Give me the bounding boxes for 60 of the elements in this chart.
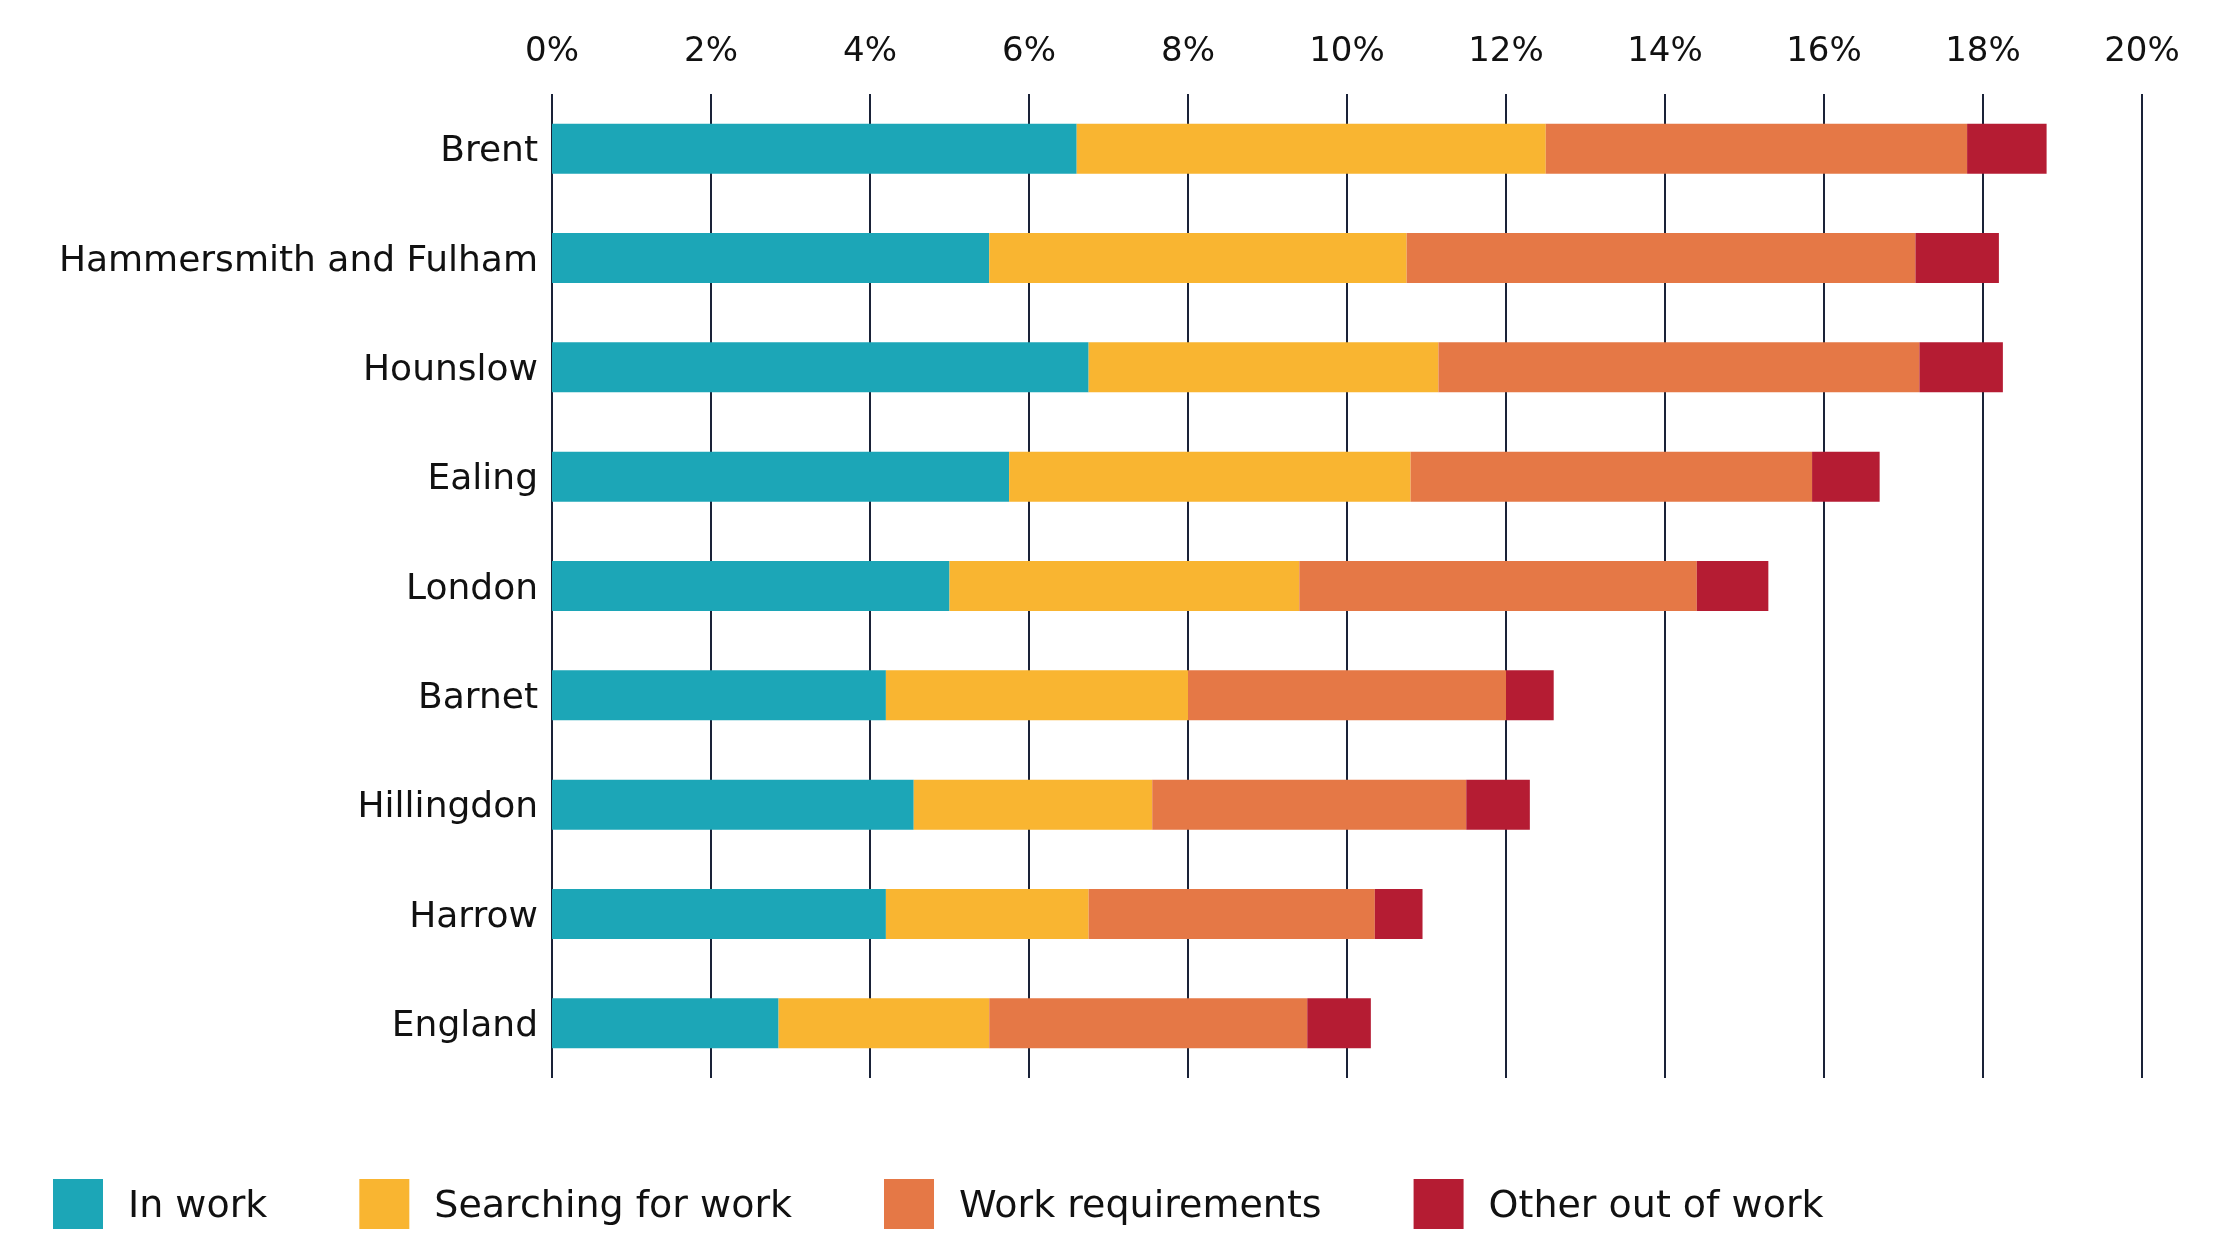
bar xyxy=(1812,451,1880,502)
bar xyxy=(1152,779,1467,830)
bar xyxy=(1299,561,1697,611)
y-tick-label: Ealing xyxy=(427,456,538,498)
y-tick-label: England xyxy=(391,1002,538,1044)
x-tick-label: 16% xyxy=(1786,29,1862,69)
x-tick-label: 6% xyxy=(1002,29,1056,69)
bar xyxy=(1307,998,1371,1049)
bar xyxy=(1466,779,1530,830)
x-tick-label: 10% xyxy=(1309,29,1385,69)
y-tick-label: Hillingdon xyxy=(357,784,538,826)
bar xyxy=(989,998,1308,1049)
bar xyxy=(552,998,779,1049)
bar xyxy=(989,233,1407,283)
bar xyxy=(778,998,990,1049)
bar xyxy=(552,670,886,721)
bar xyxy=(1506,670,1554,721)
bar xyxy=(1188,670,1506,721)
bar xyxy=(1410,451,1813,502)
bar xyxy=(552,123,1077,174)
y-tick-label: Hounslow xyxy=(363,346,538,388)
bar xyxy=(949,561,1300,611)
legend-label: Work requirements xyxy=(959,1182,1322,1226)
legend-label: In work xyxy=(128,1182,268,1226)
x-tick-label: 4% xyxy=(843,29,897,69)
x-tick-label: 18% xyxy=(1945,29,2021,69)
y-tick-label: Hammersmith and Fulham xyxy=(58,237,538,279)
x-tick-label: 2% xyxy=(684,29,738,69)
bar xyxy=(1374,889,1423,939)
legend-label: Other out of work xyxy=(1488,1182,1824,1226)
bar xyxy=(1088,889,1375,939)
y-tick-label: London xyxy=(406,565,538,607)
bar xyxy=(913,779,1153,830)
bar xyxy=(552,451,1010,502)
bar xyxy=(1919,342,2003,393)
y-tick-label: Harrow xyxy=(409,893,538,935)
bar xyxy=(552,889,886,939)
bar xyxy=(1088,342,1439,393)
x-tick-label: 12% xyxy=(1468,29,1544,69)
bar xyxy=(552,779,914,830)
bar xyxy=(885,670,1188,721)
y-tick-label: Brent xyxy=(440,128,538,170)
x-tick-label: 8% xyxy=(1161,29,1215,69)
bar xyxy=(552,233,990,283)
x-tick-label: 20% xyxy=(2104,29,2180,69)
bar xyxy=(1009,451,1411,502)
x-tick-label: 14% xyxy=(1627,29,1703,69)
legend-label: Searching for work xyxy=(434,1182,793,1226)
bar xyxy=(552,561,950,611)
y-tick-label: Barnet xyxy=(417,674,538,716)
bar xyxy=(1545,123,1968,174)
bar xyxy=(1438,342,1920,393)
bar xyxy=(552,342,1089,393)
bar xyxy=(1406,233,1916,283)
x-tick-label: 0% xyxy=(525,29,579,69)
bar xyxy=(1696,561,1769,611)
bar xyxy=(885,889,1089,939)
bar xyxy=(1967,123,2047,174)
bar xyxy=(1915,233,1999,283)
bar xyxy=(1076,123,1546,174)
